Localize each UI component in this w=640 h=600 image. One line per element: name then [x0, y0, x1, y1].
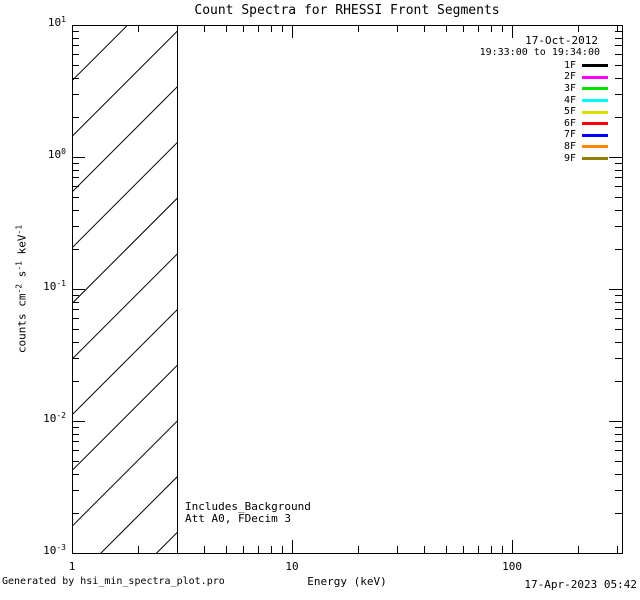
legend-color-swatch — [582, 157, 608, 161]
legend-entry-label: 1F — [563, 59, 576, 71]
legend-color-swatch — [582, 99, 608, 103]
legend-entry-label: 3F — [563, 82, 576, 94]
plot-annotation: Includes_Background Att A0, FDecim 3 — [185, 501, 311, 524]
legend-entry-label: 6F — [563, 117, 576, 129]
legend-entry: 5F — [564, 106, 608, 118]
legend-entry-label: 9F — [563, 152, 576, 164]
legend: 1F 2F 3F 4F 5F 6F 7F 8F 9F — [564, 60, 608, 164]
y-tick-label: 10-1 — [43, 279, 66, 293]
x-tick-label: 100 — [502, 560, 522, 573]
legend-entry: 8F — [564, 141, 608, 153]
legend-entry-label: 8F — [563, 140, 576, 152]
chart-title: Count Spectra for RHESSI Front Segments — [194, 3, 500, 18]
legend-entry: 4F — [564, 95, 608, 107]
y-tick-label: 101 — [47, 15, 66, 29]
x-axis-label: Energy (keV) — [307, 575, 387, 588]
annotation-background-note: Includes_Background — [185, 500, 311, 513]
legend-time-range: 19:33:00 to 19:34:00 — [479, 47, 600, 58]
generated-by-text: Generated by hsi_min_spectra_plot.pro — [2, 576, 225, 587]
x-tick-label: 10 — [285, 560, 299, 573]
legend-color-swatch — [582, 133, 608, 137]
legend-entry-label: 4F — [563, 94, 576, 106]
y-tick-label: 10-3 — [43, 543, 66, 557]
legend-color-swatch — [582, 145, 608, 149]
legend-color-swatch — [582, 64, 608, 68]
annotation-attenuator-note: Att A0, FDecim 3 — [185, 511, 291, 525]
legend-entry-label: 2F — [563, 71, 576, 83]
legend-date: 17-Oct-2012 — [525, 34, 598, 47]
legend-entry-label: 7F — [563, 129, 576, 141]
y-axis-label: counts cm-2 s-1 keV-1 — [14, 224, 29, 354]
y-tick-label: 10-2 — [43, 411, 66, 425]
legend-entry: 2F — [564, 72, 608, 84]
legend-color-swatch — [582, 122, 608, 126]
legend-entry: 7F — [564, 130, 608, 142]
x-tick-label: 1 — [68, 560, 76, 573]
legend-entry: 9F — [564, 153, 608, 165]
legend-entry-label: 5F — [563, 106, 576, 118]
legend-entry: 6F — [564, 118, 608, 130]
legend-color-swatch — [582, 110, 608, 114]
legend-color-swatch — [582, 75, 608, 79]
y-tick-label: 100 — [47, 147, 66, 161]
legend-color-swatch — [582, 87, 608, 91]
render-timestamp: 17-Apr-2023 05:42 — [524, 578, 637, 591]
legend-entry: 1F — [564, 60, 608, 72]
legend-entry: 3F — [564, 83, 608, 95]
